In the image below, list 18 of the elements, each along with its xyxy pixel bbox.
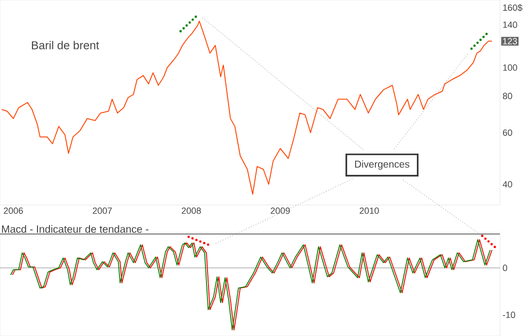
annotation: 123 <box>503 38 517 44</box>
y-tick-label: 40 <box>502 181 512 188</box>
y-tick-label: 60 <box>502 129 512 136</box>
x-tick-label: 2007 <box>92 208 112 214</box>
x-tick-label: 2010 <box>360 208 379 214</box>
x-tick-label: 2006 <box>4 208 23 214</box>
text: Baril de brent <box>32 40 100 50</box>
y-tick-label: 0 <box>502 264 508 272</box>
y-tick-label: 100 <box>503 64 518 71</box>
y-tick-label: 80 <box>502 92 512 100</box>
line-series <box>1 20 492 195</box>
y-tick-label: 160$ <box>503 4 522 12</box>
x-tick-label: 2008 <box>182 208 201 214</box>
annotation: Divergences <box>355 160 410 170</box>
chart-title: Macd - Indicateur de tendance - <box>2 225 148 233</box>
x-tick-label: 2009 <box>270 208 290 214</box>
y-tick-label: 140 <box>503 22 518 28</box>
y-tick-label: -10 <box>502 312 516 318</box>
